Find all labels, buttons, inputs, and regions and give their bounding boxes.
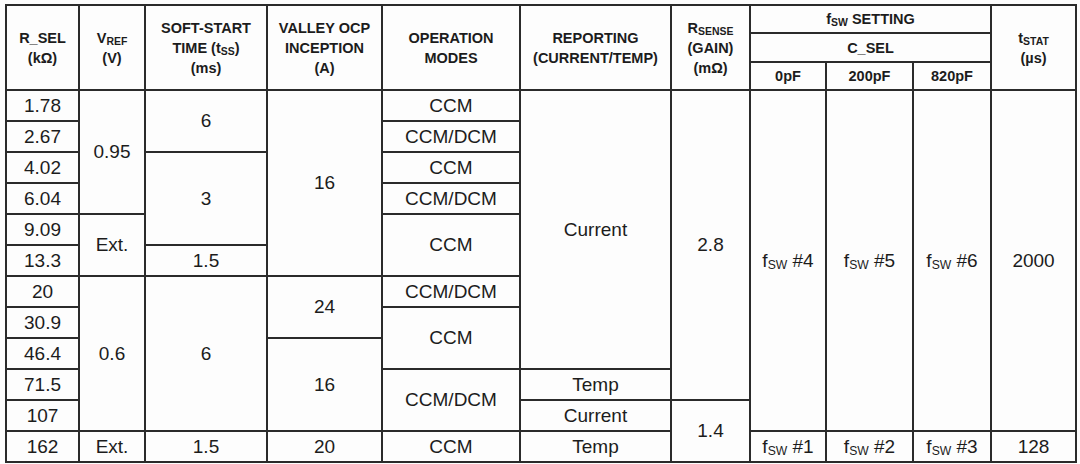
table-cell: 3 xyxy=(145,152,267,245)
col-c-sel-200pf: 200pF xyxy=(826,62,913,90)
table-cell: 6.04 xyxy=(6,183,79,214)
table-cell: fSW #5 xyxy=(826,90,913,431)
table-cell: Current xyxy=(520,400,671,431)
spec-table: R_SEL(kΩ)VREF(V)SOFT-STARTTIME (tSS)(ms)… xyxy=(5,4,1077,463)
table-cell: 71.5 xyxy=(6,369,79,400)
col-c-sel: C_SEL xyxy=(750,33,991,62)
table-cell: 20 xyxy=(267,431,382,462)
table-cell: 2000 xyxy=(991,90,1076,431)
col-soft-start-time: SOFT-STARTTIME (tSS)(ms) xyxy=(145,5,267,90)
table-cell: fSW #1 xyxy=(750,431,826,462)
table-cell: CCM/DCM xyxy=(382,121,520,152)
table-row: 162Ext.1.520CCMTemp fSW #1fSW #2fSW #3128 xyxy=(6,431,1076,462)
table-cell: 128 xyxy=(991,431,1076,462)
col-c-sel-820pf: 820pF xyxy=(913,62,991,90)
table-cell: CCM xyxy=(382,214,520,276)
table-cell: CCM xyxy=(382,431,520,462)
table-cell: 30.9 xyxy=(6,307,79,338)
col-fsw-setting: fSW SETTING xyxy=(750,5,991,33)
table-cell: CCM xyxy=(382,152,520,183)
col-tstat: tSTAT(µs) xyxy=(991,5,1076,90)
table-wrapper: R_SEL(kΩ)VREF(V)SOFT-STARTTIME (tSS)(ms)… xyxy=(0,0,1080,464)
table-cell: fSW #4 xyxy=(750,90,826,431)
table-cell: Temp xyxy=(520,431,671,462)
table-cell: CCM xyxy=(382,307,520,369)
table-cell: 0.95 xyxy=(79,90,145,214)
table-cell: fSW #3 xyxy=(913,431,991,462)
table-cell: 16 xyxy=(267,90,382,276)
table-cell: 9.09 xyxy=(6,214,79,245)
table-cell: 1.4 xyxy=(671,400,750,462)
col-valley-ocp-inception: VALLEY OCPINCEPTION(A) xyxy=(267,5,382,90)
table-cell: 1.78 xyxy=(6,90,79,121)
table-cell: fSW #2 xyxy=(826,431,913,462)
table-cell: CCM/DCM xyxy=(382,183,520,214)
table-cell: 1.5 xyxy=(145,431,267,462)
col-r-sel: R_SEL(kΩ) xyxy=(6,5,79,90)
table-cell: 13.3 xyxy=(6,245,79,276)
table-cell: Ext. xyxy=(79,431,145,462)
table-cell: CCM/DCM xyxy=(382,369,520,431)
spec-table-header: R_SEL(kΩ)VREF(V)SOFT-STARTTIME (tSS)(ms)… xyxy=(6,5,1076,90)
table-cell: 2.67 xyxy=(6,121,79,152)
table-cell: fSW #6 xyxy=(913,90,991,431)
table-cell: 107 xyxy=(6,400,79,431)
col-operation-modes: OPERATIONMODES xyxy=(382,5,520,90)
table-cell: CCM xyxy=(382,90,520,121)
table-cell: Temp xyxy=(520,369,671,400)
table-row: 1.780.95616CCMCurrent2.8fSW #4fSW #5fSW … xyxy=(6,90,1076,121)
col-vref: VREF(V) xyxy=(79,5,145,90)
table-cell: CCM/DCM xyxy=(382,276,520,307)
col-rsense-gain: RSENSE(GAIN)(mΩ) xyxy=(671,5,750,90)
table-cell: 0.6 xyxy=(79,276,145,431)
col-reporting: REPORTING(CURRENT/TEMP) xyxy=(520,5,671,90)
table-cell: Current xyxy=(520,90,671,369)
header-row: R_SEL(kΩ)VREF(V)SOFT-STARTTIME (tSS)(ms)… xyxy=(6,5,1076,33)
table-cell: 20 xyxy=(6,276,79,307)
table-cell: 1.5 xyxy=(145,245,267,276)
table-cell: 4.02 xyxy=(6,152,79,183)
table-cell: 24 xyxy=(267,276,382,338)
table-cell: 2.8 xyxy=(671,90,750,400)
table-cell: 16 xyxy=(267,338,382,431)
table-cell: 6 xyxy=(145,90,267,152)
table-cell: 6 xyxy=(145,276,267,431)
table-cell: 46.4 xyxy=(6,338,79,369)
col-c-sel-0pf: 0pF xyxy=(750,62,826,90)
table-cell: 162 xyxy=(6,431,79,462)
table-cell: Ext. xyxy=(79,214,145,276)
spec-table-body: 1.780.95616CCMCurrent2.8fSW #4fSW #5fSW … xyxy=(6,90,1076,462)
